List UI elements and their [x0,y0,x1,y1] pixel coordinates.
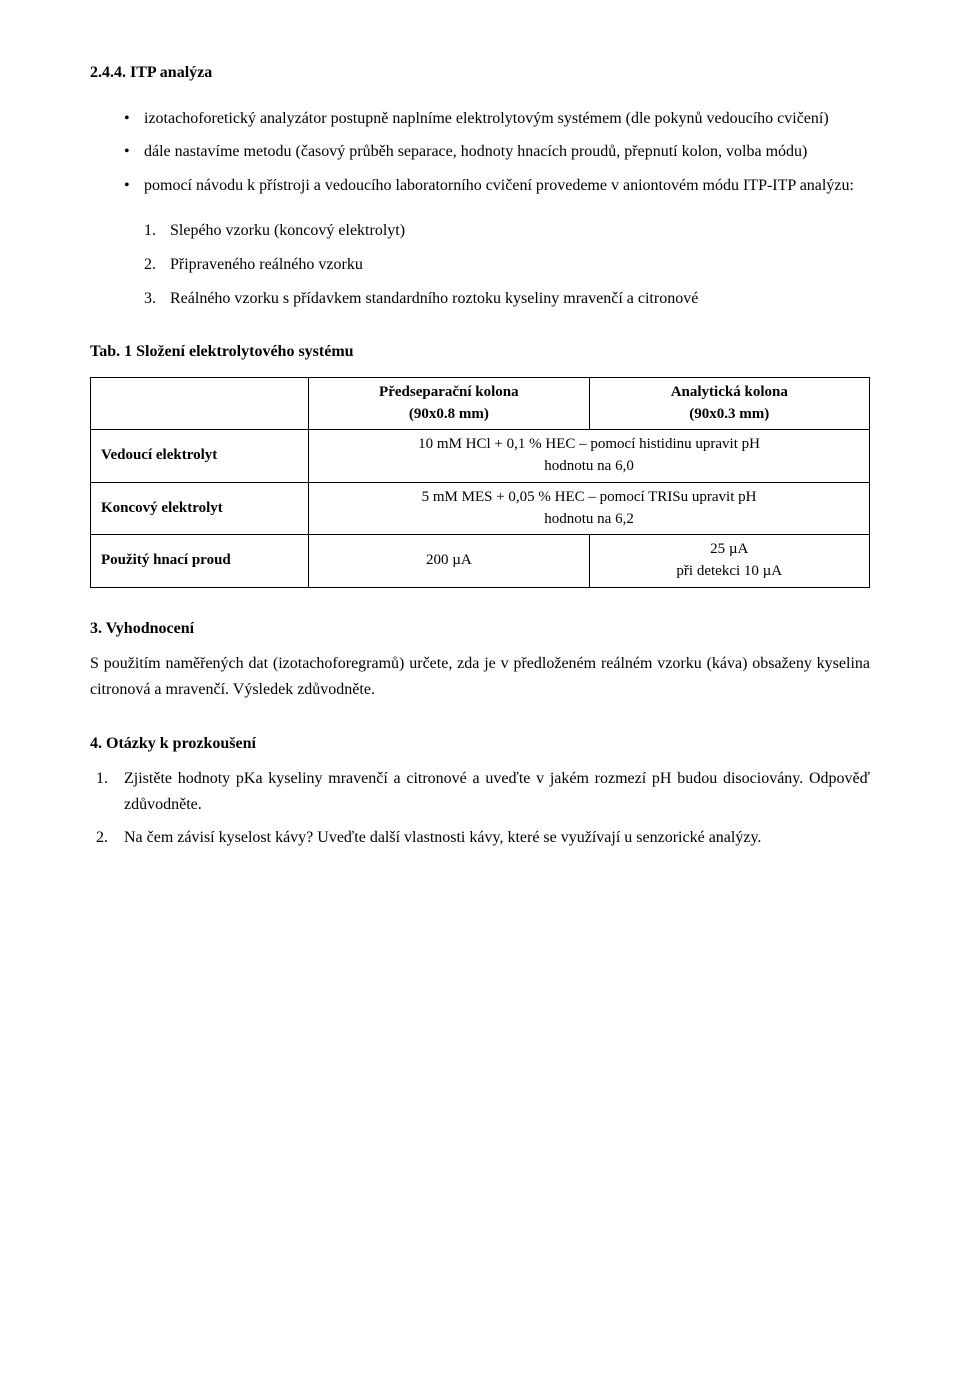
item-number: 3. [144,286,156,312]
row-value-terminating: 5 mM MES + 0,05 % HEC – pomocí TRISu upr… [309,482,870,535]
table-row: Koncový elektrolyt 5 mM MES + 0,05 % HEC… [91,482,870,535]
col-header-line2: (90x0.8 mm) [409,406,489,422]
row-value-line2: hodnotu na 6,2 [544,511,634,527]
question-item: 1. Zjistěte hodnoty pKa kyseliny mravenč… [124,766,870,817]
item-number: 2. [144,252,156,278]
numbered-list: 1. Slepého vzorku (koncový elektrolyt) 2… [90,218,870,311]
evaluation-paragraph: S použitím naměřených dat (izotachoforeg… [90,651,870,702]
row-value-current-presep: 200 µA [309,535,589,588]
row-value-line2: při detekci 10 µA [676,563,782,579]
item-number: 1. [144,218,156,244]
col-header-analytical: Analytická kolona (90x0.3 mm) [589,377,869,430]
row-value-line1: 10 mM HCl + 0,1 % HEC – pomocí histidinu… [418,436,760,452]
row-value-current-analytical: 25 µA při detekci 10 µA [589,535,869,588]
section-heading-questions: 4. Otázky k prozkoušení [90,731,870,757]
numbered-item: 3. Reálného vzorku s přídavkem standardn… [170,286,870,312]
item-number: 1. [96,766,108,792]
numbered-item: 1. Slepého vzorku (koncový elektrolyt) [170,218,870,244]
col-header-line2: (90x0.3 mm) [689,406,769,422]
row-value-line1: 5 mM MES + 0,05 % HEC – pomocí TRISu upr… [422,489,757,505]
col-header-line1: Předseparační kolona [379,384,519,400]
col-header-presep: Předseparační kolona (90x0.8 mm) [309,377,589,430]
item-text: Zjistěte hodnoty pKa kyseliny mravenčí a… [124,770,870,813]
row-value-line1: 25 µA [710,541,748,557]
row-value-leading: 10 mM HCl + 0,1 % HEC – pomocí histidinu… [309,430,870,483]
electrolyte-table: Předseparační kolona (90x0.8 mm) Analyti… [90,377,870,588]
item-text: Na čem závisí kyselost kávy? Uveďte dalš… [124,829,761,846]
col-header-line1: Analytická kolona [671,384,788,400]
numbered-item: 2. Připraveného reálného vzorku [170,252,870,278]
table-row: Vedoucí elektrolyt 10 mM HCl + 0,1 % HEC… [91,430,870,483]
section-heading-evaluation: 3. Vyhodnocení [90,616,870,642]
question-item: 2. Na čem závisí kyselost kávy? Uveďte d… [124,825,870,851]
item-text: Slepého vzorku (koncový elektrolyt) [170,222,405,239]
bullet-item: pomocí návodu k přístroji a vedoucího la… [144,173,870,199]
table-row: Použitý hnací proud 200 µA 25 µA při det… [91,535,870,588]
item-number: 2. [96,825,108,851]
row-value-line2: hodnotu na 6,0 [544,458,634,474]
table-caption: Tab. 1 Složení elektrolytového systému [90,339,870,365]
row-label-leading: Vedoucí elektrolyt [91,430,309,483]
questions-list: 1. Zjistěte hodnoty pKa kyseliny mravenč… [90,766,870,851]
item-text: Připraveného reálného vzorku [170,256,363,273]
row-label-terminating: Koncový elektrolyt [91,482,309,535]
empty-header-cell [91,377,309,430]
bullet-list: izotachoforetický analyzátor postupně na… [90,106,870,199]
row-label-current: Použitý hnací proud [91,535,309,588]
item-text: Reálného vzorku s přídavkem standardního… [170,290,698,307]
bullet-item: dále nastavíme metodu (časový průběh sep… [144,139,870,165]
section-heading-itp: 2.4.4. ITP analýza [90,60,870,86]
bullet-item: izotachoforetický analyzátor postupně na… [144,106,870,132]
table-header-row: Předseparační kolona (90x0.8 mm) Analyti… [91,377,870,430]
